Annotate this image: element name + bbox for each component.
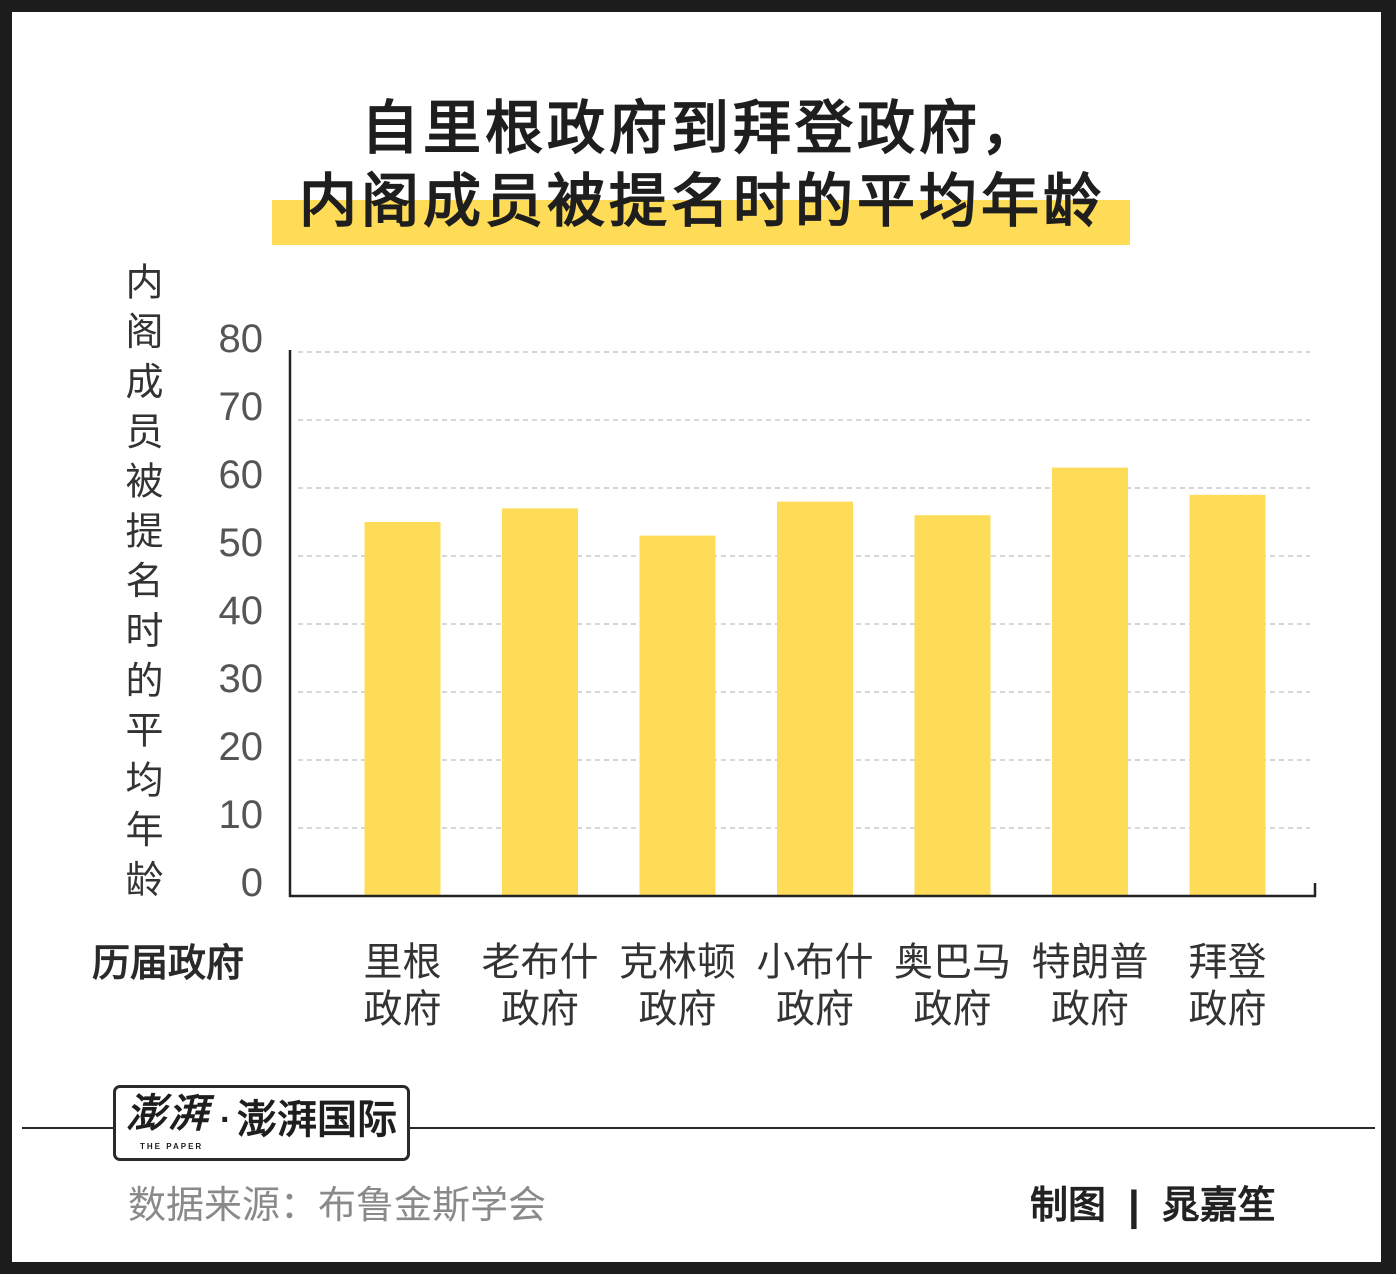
- chart-title-line-1: 自里根政府到拜登政府，: [360, 96, 1043, 161]
- y-tick-label: 80: [219, 317, 264, 361]
- x-axis-label: 历届政府: [92, 943, 245, 985]
- bars: [364, 467, 1266, 896]
- footer-divider: [22, 1127, 1375, 1129]
- bar: [777, 501, 853, 896]
- bar: [639, 535, 716, 896]
- x-tick-label: 里根: [363, 942, 441, 985]
- credit-separator: |: [1128, 1182, 1140, 1229]
- bar: [1052, 467, 1128, 896]
- x-tick-label: 克林顿: [619, 942, 736, 985]
- y-tick-label: 0: [241, 861, 263, 905]
- x-tick-label: 政府: [1051, 989, 1129, 1032]
- axes: [288, 350, 1317, 898]
- x-tick-label: 政府: [913, 989, 991, 1032]
- x-tick-label: 奥巴马: [894, 942, 1011, 985]
- y-axis-label: 内阁成员被提名时的平均年龄: [119, 262, 161, 910]
- credit: 制图 | 晁嘉笙: [1030, 1184, 1276, 1228]
- data-source: 数据来源：布鲁金斯学会: [128, 1185, 547, 1227]
- chart-title-line-2: 内阁成员被提名时的平均年龄: [298, 169, 1105, 234]
- y-tick-labels: 0 10 20 30 40 50 60 70 80: [219, 317, 264, 905]
- x-tick-label: 政府: [363, 989, 441, 1032]
- y-tick-label: 50: [219, 521, 264, 565]
- bar: [364, 522, 441, 896]
- y-tick-label: 60: [219, 453, 264, 497]
- x-tick-label: 政府: [501, 989, 579, 1032]
- y-tick-label: 20: [219, 725, 264, 769]
- credit-author: 晁嘉笙: [1161, 1185, 1276, 1227]
- bar: [502, 508, 578, 896]
- y-tick-label: 10: [219, 793, 264, 837]
- y-tick-label: 30: [219, 657, 264, 701]
- logo-dot: ·: [220, 1101, 232, 1139]
- x-tick-label: 拜登: [1188, 942, 1266, 985]
- bar: [914, 515, 991, 896]
- x-tick-label: 政府: [1188, 989, 1266, 1032]
- y-tick-label: 40: [219, 589, 264, 633]
- x-tick-label: 政府: [638, 989, 716, 1032]
- logo-tagline: THE PAPER: [140, 1142, 204, 1151]
- x-tick-label: 政府: [776, 989, 854, 1032]
- x-tick-label: 老布什: [481, 942, 598, 985]
- bar: [1189, 494, 1266, 896]
- credit-label: 制图: [1030, 1185, 1107, 1227]
- publisher-logo: 澎湃 THE PAPER · 澎湃国际: [113, 1085, 410, 1161]
- x-tick-label: 特朗普: [1031, 942, 1148, 985]
- title-highlight: [272, 200, 1130, 245]
- y-tick-label: 70: [219, 385, 264, 429]
- logo-name: 澎湃国际: [237, 1098, 397, 1142]
- logo-mark: 澎湃: [126, 1090, 210, 1137]
- x-tick-label: 小布什: [756, 942, 873, 985]
